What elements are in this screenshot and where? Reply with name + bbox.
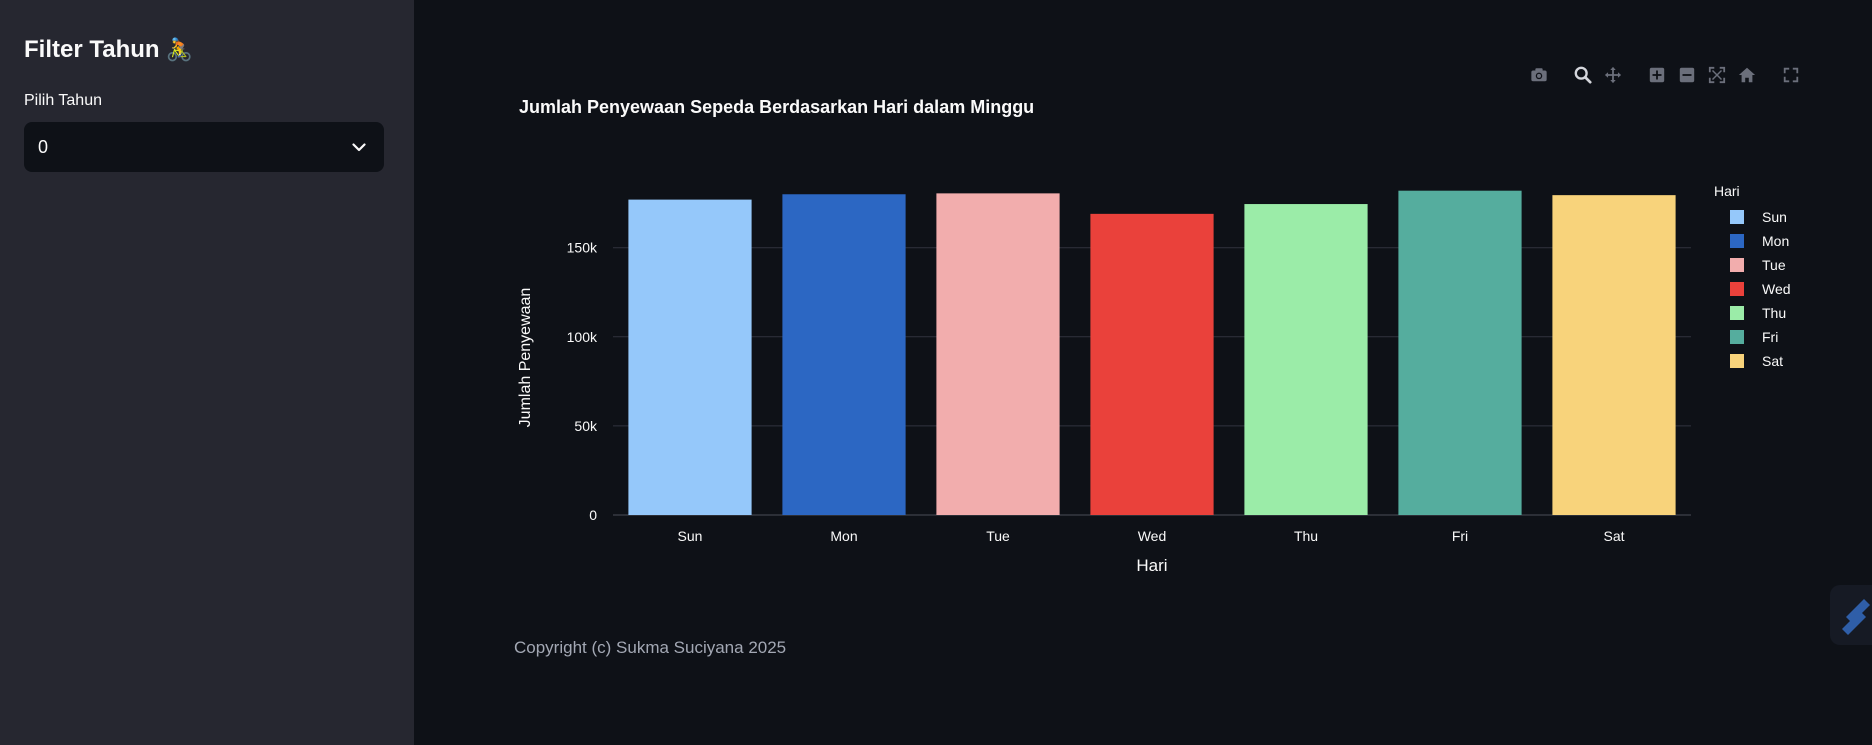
streamlit-badge[interactable] — [1830, 585, 1872, 645]
legend-swatch — [1730, 330, 1744, 344]
chart-title: Jumlah Penyewaan Sepeda Berdasarkan Hari… — [519, 97, 1035, 117]
sidebar-title: Filter Tahun 🚴 — [24, 36, 193, 64]
x-tick-label: Fri — [1452, 528, 1468, 544]
legend-item-sat[interactable]: Sat — [1730, 349, 1791, 373]
legend-item-fri[interactable]: Fri — [1730, 325, 1791, 349]
bar-wed — [1090, 213, 1214, 515]
bar-thu — [1244, 204, 1368, 515]
pan-icon[interactable] — [1602, 64, 1624, 86]
y-tick-label: 0 — [589, 507, 597, 523]
chart-modebar — [1528, 64, 1810, 86]
bar-tue — [936, 193, 1060, 515]
legend-label: Thu — [1762, 305, 1787, 321]
bar-sat — [1552, 195, 1676, 515]
zoom-in-icon[interactable] — [1646, 64, 1668, 86]
sidebar: Filter Tahun 🚴 Pilih Tahun 0 — [0, 0, 414, 745]
sidebar-title-text: Filter Tahun — [24, 36, 160, 63]
streamlit-logo-icon — [1842, 599, 1870, 635]
legend-item-sun[interactable]: Sun — [1730, 205, 1791, 229]
year-select[interactable]: 0 — [24, 122, 384, 172]
chevron-down-icon — [350, 138, 368, 156]
legend-item-tue[interactable]: Tue — [1730, 253, 1791, 277]
legend-swatch — [1730, 282, 1744, 296]
zoom-out-icon[interactable] — [1676, 64, 1698, 86]
legend-item-thu[interactable]: Thu — [1730, 301, 1791, 325]
camera-icon[interactable] — [1528, 64, 1550, 86]
legend-label: Tue — [1762, 257, 1786, 273]
x-tick-label: Mon — [830, 528, 857, 544]
year-select-value: 0 — [38, 136, 49, 157]
y-tick-label: 50k — [574, 418, 598, 434]
bar-sun — [628, 199, 752, 515]
legend-label: Wed — [1762, 281, 1791, 297]
legend-label: Fri — [1762, 329, 1779, 345]
chart-legend: Hari Sun Mon Tue Wed Thu Fri Sat — [1714, 183, 1791, 373]
zoom-icon[interactable] — [1572, 64, 1594, 86]
autoscale-icon[interactable] — [1706, 64, 1728, 86]
bar-chart: 0 50k 100k 150k Sun Mon Tue Wed Thu Fri Sat Hari Jum… — [517, 190, 1691, 575]
legend-swatch — [1730, 306, 1744, 320]
x-axis-title: Hari — [1136, 556, 1167, 575]
legend-swatch — [1730, 210, 1744, 224]
x-tick-label: Sun — [678, 528, 703, 544]
legend-swatch — [1730, 258, 1744, 272]
x-tick-label: Wed — [1138, 528, 1167, 544]
legend-item-wed[interactable]: Wed — [1730, 277, 1791, 301]
bicycle-icon: 🚴 — [165, 37, 193, 63]
legend-swatch — [1730, 234, 1744, 248]
legend-item-mon[interactable]: Mon — [1730, 229, 1791, 253]
legend-title: Hari — [1714, 183, 1740, 199]
year-select-label: Pilih Tahun — [24, 92, 102, 109]
home-icon[interactable] — [1736, 64, 1758, 86]
x-tick-label: Thu — [1294, 528, 1318, 544]
copyright-text: Copyright (c) Sukma Suciyana 2025 — [514, 638, 787, 657]
legend-label: Mon — [1762, 233, 1790, 249]
legend-swatch — [1730, 354, 1744, 368]
x-tick-label: Tue — [986, 528, 1010, 544]
y-axis-title: Jumlah Penyewaan — [517, 288, 534, 428]
legend-label: Sun — [1762, 209, 1787, 225]
bar-mon — [782, 194, 906, 516]
y-tick-label: 100k — [567, 329, 598, 345]
legend-label: Sat — [1762, 353, 1784, 369]
bar-fri — [1398, 190, 1522, 515]
fullscreen-icon[interactable] — [1780, 64, 1802, 86]
x-tick-label: Sat — [1603, 528, 1624, 544]
y-tick-label: 150k — [567, 240, 598, 256]
